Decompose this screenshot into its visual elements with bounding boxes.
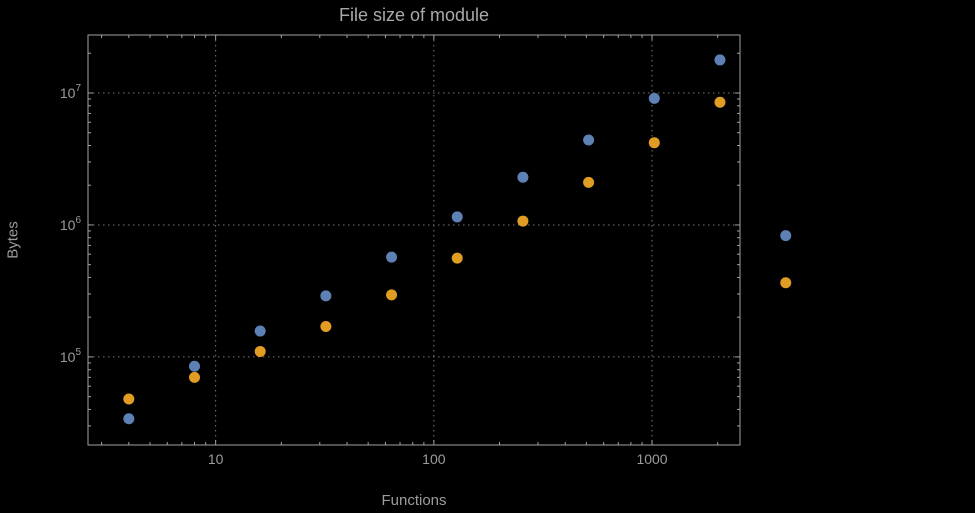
data-point-series-2-x16: [254, 345, 266, 357]
data-point-series-2-x64: [386, 289, 398, 301]
outside-marker-2: [780, 277, 792, 289]
y-tick-label: 106: [60, 215, 82, 233]
y-tick-label: 105: [60, 347, 82, 365]
data-point-series-1-x4: [123, 413, 135, 425]
data-point-series-1-x2048: [714, 54, 726, 66]
y-tick-label: 107: [60, 83, 82, 101]
data-point-series-2-x4: [123, 393, 135, 405]
y-axis-label: Bytes: [4, 221, 22, 259]
data-point-series-1-x512: [583, 134, 595, 146]
outside-marker-1: [780, 230, 792, 242]
data-point-series-1-x16: [254, 325, 266, 337]
chart-title: File size of module: [338, 5, 490, 25]
data-point-series-1-x8: [189, 360, 201, 372]
data-point-series-1-x256: [517, 171, 529, 183]
data-point-series-2-x1024: [648, 137, 660, 149]
x-tick-label: 10: [208, 451, 224, 467]
data-point-series-2-x256: [517, 215, 529, 227]
x-tick-label: 1000: [636, 451, 667, 467]
data-point-series-2-x8: [189, 371, 201, 383]
plot-frame: [87, 34, 741, 446]
data-point-series-1-x32: [320, 290, 332, 302]
data-point-series-1-x1024: [648, 92, 660, 104]
x-tick-label: 100: [422, 451, 446, 467]
data-point-series-2-x512: [583, 176, 595, 188]
data-point-series-2-x2048: [714, 96, 726, 108]
data-point-series-1-x128: [451, 211, 463, 223]
data-point-series-1-x64: [386, 251, 398, 263]
data-point-series-2-x128: [451, 252, 463, 264]
x-axis-label: Functions: [381, 492, 447, 509]
data-point-series-2-x32: [320, 320, 332, 332]
